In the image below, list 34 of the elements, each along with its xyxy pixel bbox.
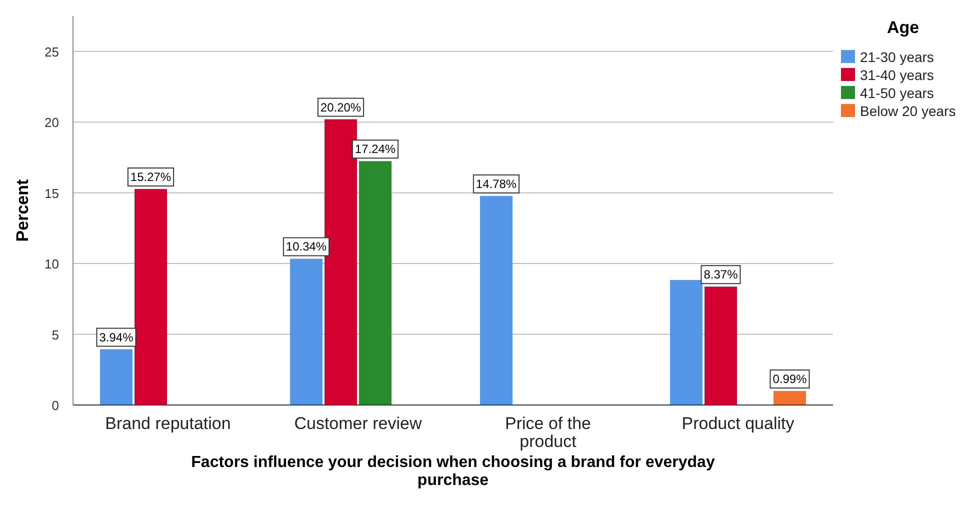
x-axis-title: Factors influence your decision when choosing a brand for everyday purchase bbox=[191, 454, 715, 489]
x-tick-label: Price of the product bbox=[505, 414, 591, 451]
y-axis-title: Percent bbox=[13, 178, 32, 242]
legend-label: 31-40 years bbox=[860, 67, 934, 83]
legend-label: 41-50 years bbox=[860, 85, 934, 101]
bar bbox=[359, 161, 392, 405]
data-label: 0.99% bbox=[772, 372, 808, 386]
data-label: 3.94% bbox=[99, 330, 134, 344]
bar bbox=[100, 349, 132, 405]
y-tick-label: 5 bbox=[52, 327, 59, 342]
bar bbox=[670, 280, 702, 405]
y-tick-label: 20 bbox=[44, 115, 59, 130]
legend-label: 21-30 years bbox=[860, 49, 934, 65]
data-label: 17.24% bbox=[354, 142, 396, 156]
data-label: 20.20% bbox=[320, 100, 362, 114]
data-label: 15.27% bbox=[130, 170, 172, 184]
legend-title: Age bbox=[886, 18, 920, 37]
bar bbox=[134, 189, 167, 405]
bar bbox=[480, 196, 512, 405]
data-label: 14.78% bbox=[476, 176, 517, 191]
y-tick-label: 25 bbox=[44, 44, 59, 60]
bar bbox=[774, 390, 806, 405]
legend-label: Below 20 years bbox=[860, 103, 956, 119]
bar bbox=[324, 119, 357, 405]
data-label: 8.37% bbox=[704, 268, 738, 282]
y-tick-label: 10 bbox=[44, 256, 59, 272]
bar bbox=[704, 286, 737, 405]
x-tick-label: Brand reputation bbox=[105, 414, 231, 433]
x-tick-label: Product quality bbox=[682, 414, 795, 433]
y-tick-label: 0 bbox=[52, 398, 59, 413]
bar bbox=[290, 258, 322, 405]
data-label: 10.34% bbox=[286, 240, 327, 254]
x-tick-label: Customer review bbox=[294, 414, 422, 433]
y-tick-label: 15 bbox=[44, 186, 59, 201]
